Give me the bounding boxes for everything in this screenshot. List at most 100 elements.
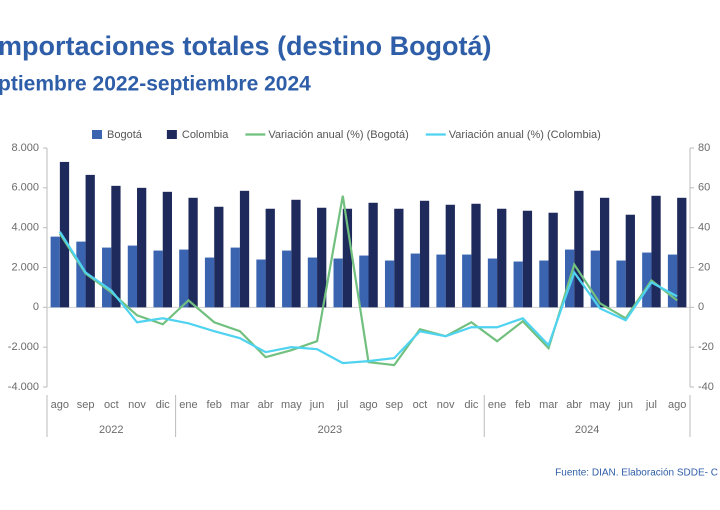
bar <box>368 202 378 308</box>
bar <box>410 253 420 308</box>
bar <box>436 254 446 308</box>
legend-label: Bogotá <box>107 129 143 141</box>
y-tick-label: -2.000 <box>8 341 39 353</box>
bar <box>59 161 70 308</box>
bar <box>256 259 266 308</box>
x-tick-label: abr <box>258 399 274 411</box>
x-tick-label: ago <box>51 399 69 411</box>
x-tick-label: feb <box>207 399 222 411</box>
y2-tick-label: 0 <box>698 301 704 313</box>
bar <box>162 191 172 308</box>
bar <box>102 247 112 308</box>
bar <box>419 200 430 308</box>
y2-tick-label: -40 <box>698 381 714 393</box>
bar <box>153 250 163 308</box>
bar <box>307 257 318 308</box>
bar <box>127 245 138 308</box>
bar <box>342 208 353 308</box>
x-tick-label: jul <box>336 399 348 411</box>
bar <box>384 260 395 308</box>
bar <box>359 255 369 308</box>
source: Fuente: DIAN. Elaboración SDDE- C <box>555 468 718 479</box>
x-tick-label: ago <box>668 399 686 411</box>
bar <box>239 190 250 308</box>
x-tick-label: may <box>281 399 302 411</box>
bar <box>590 250 600 308</box>
x-tick-label: feb <box>515 399 530 411</box>
y-tick-label: 8.000 <box>11 142 39 154</box>
bar <box>677 197 687 308</box>
bar <box>599 197 610 308</box>
x-tick-label: dic <box>464 399 479 411</box>
legend-label: Variación anual (%) (Bogotá) <box>268 129 408 141</box>
bar <box>462 254 472 308</box>
x-tick-label: oct <box>413 399 428 411</box>
bar <box>214 206 224 308</box>
y-tick-label: -4.000 <box>8 381 39 393</box>
bar <box>76 241 86 308</box>
bar <box>394 208 404 308</box>
y-tick-label: 2.000 <box>11 261 39 273</box>
x-tick-label: oct <box>104 399 119 411</box>
bar <box>497 208 507 308</box>
bar <box>204 257 215 308</box>
x-tick-label: jun <box>309 399 325 411</box>
bar <box>548 212 558 308</box>
bar <box>265 208 275 308</box>
bar <box>616 260 626 308</box>
x-tick-label: may <box>590 399 611 411</box>
bar <box>188 197 198 308</box>
bar <box>513 261 523 308</box>
bar <box>445 204 455 308</box>
y2-tick-label: 60 <box>698 182 710 194</box>
chart-subtitle: ptiembre 2022-septiembre 2024 <box>0 73 311 96</box>
bar <box>50 236 60 308</box>
bar <box>137 187 147 308</box>
y-tick-label: 6.000 <box>11 182 39 194</box>
x-group-label: 2023 <box>318 424 342 436</box>
bar <box>667 254 678 308</box>
y-tick-label: 4.000 <box>11 222 39 234</box>
x-tick-label: mar <box>539 399 558 411</box>
bar <box>282 250 292 308</box>
bar <box>85 174 95 308</box>
x-tick-label: dic <box>156 399 171 411</box>
y-tick-label: 0 <box>33 301 39 313</box>
x-tick-label: nov <box>437 399 455 411</box>
bar <box>642 252 652 308</box>
y2-tick-label: 20 <box>698 261 710 273</box>
x-tick-label: nov <box>128 399 146 411</box>
x-tick-label: jun <box>617 399 633 411</box>
y2-tick-label: 40 <box>698 222 710 234</box>
x-tick-label: sep <box>77 399 95 411</box>
legend-label: Colombia <box>182 129 229 141</box>
x-tick-label: mar <box>230 399 249 411</box>
bar <box>111 185 121 308</box>
bar <box>574 190 584 308</box>
x-group-label: 2024 <box>575 424 599 436</box>
bar <box>333 258 343 308</box>
legend-swatch <box>166 130 177 139</box>
x-tick-label: ene <box>488 399 506 411</box>
x-tick-label: abr <box>566 399 582 411</box>
x-tick-label: sep <box>385 399 403 411</box>
bar <box>625 214 635 308</box>
x-tick-label: ene <box>179 399 197 411</box>
bar <box>471 203 481 308</box>
y2-tick-label: -20 <box>698 341 714 353</box>
chart-title: mportaciones totales (destino Bogotá) <box>0 31 492 61</box>
x-tick-label: jul <box>645 399 657 411</box>
bar <box>291 199 301 308</box>
x-tick-label: ago <box>359 399 377 411</box>
bar <box>179 249 189 308</box>
bar <box>230 247 240 308</box>
bar <box>522 210 533 308</box>
line-series <box>58 231 678 365</box>
x-group-label: 2022 <box>99 424 123 436</box>
bar <box>487 258 498 308</box>
bar <box>317 207 327 308</box>
y2-tick-label: 80 <box>698 142 710 154</box>
bar <box>539 260 549 308</box>
legend-label: Variación anual (%) (Colombia) <box>449 129 601 141</box>
